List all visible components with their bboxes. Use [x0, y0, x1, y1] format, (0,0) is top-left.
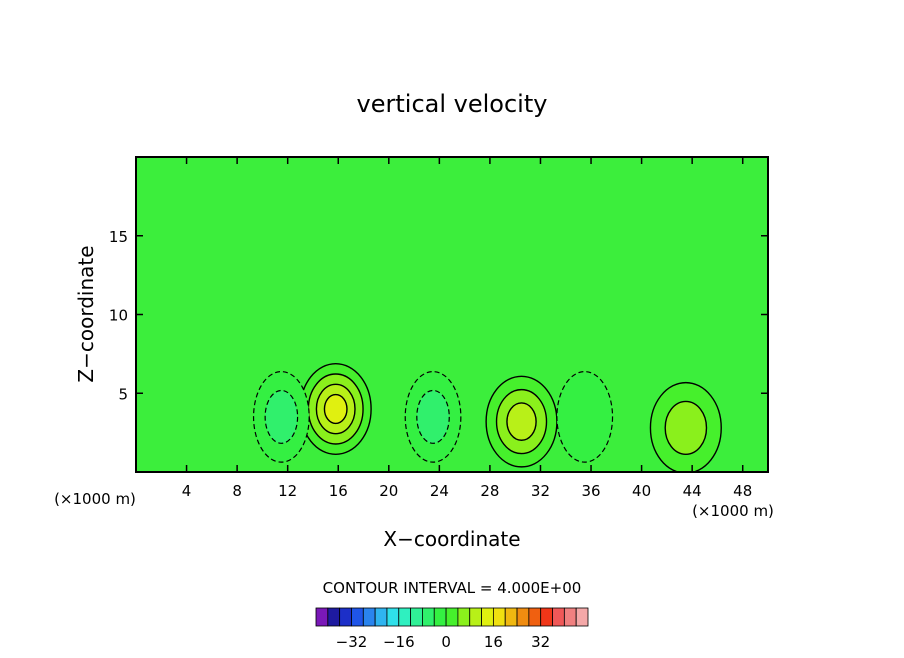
colorbar-swatch: [528, 607, 542, 627]
colorbar-swatch: [492, 607, 506, 627]
colorbar-swatch: [563, 607, 577, 627]
colorbar-swatch: [339, 607, 352, 627]
colorbar-tick-label: 0: [441, 633, 451, 651]
colorbar-swatch: [374, 607, 388, 627]
colorbar-swatch: [386, 607, 400, 627]
x-tick-label: 32: [531, 482, 550, 500]
y-axis-label: Z−coordinate: [74, 245, 98, 382]
colorbar-swatch: [540, 607, 553, 627]
downdraft-5: [404, 370, 462, 463]
colorbar-swatch: [410, 607, 423, 627]
plot-area: [135, 156, 769, 473]
y-tick-label: 5: [118, 385, 128, 403]
colorbar-tick-label: −16: [383, 633, 415, 651]
x-tick-label: 24: [430, 482, 449, 500]
x-tick-label: 36: [581, 482, 600, 500]
colorbar-swatch: [481, 607, 494, 627]
downdraft-contour: [416, 389, 450, 444]
x-tick-label: 44: [683, 482, 702, 500]
updraft-2: [485, 375, 558, 468]
colorbar-swatch: [362, 607, 376, 627]
x-unit-left: (×1000 m): [54, 490, 136, 508]
colorbar-tick-label: −32: [336, 633, 368, 651]
colorbar-ticks: −32 −16 0 16 32: [336, 633, 551, 651]
colorbar-tick-label: 32: [531, 633, 550, 651]
y-tick-label: 15: [109, 228, 128, 246]
colorbar-swatch: [433, 607, 447, 627]
colorbar-tick-label: 16: [484, 633, 503, 651]
updraft-3: [649, 381, 722, 472]
downdraft-6: [556, 370, 614, 463]
y-axis: 5 10 15: [109, 228, 768, 403]
colorbar-swatch: [516, 607, 530, 627]
y-tick-label: 10: [109, 307, 128, 325]
downdraft-contour: [556, 370, 614, 463]
colorbar-swatch: [575, 607, 589, 627]
chart-title: vertical velocity: [357, 90, 548, 118]
colorbar-swatch: [351, 607, 364, 627]
colorbar-swatch: [504, 607, 518, 627]
x-axis: 4 8 12 16 20 24 28 32 36 40 44 48: [182, 157, 752, 500]
x-axis-label: X−coordinate: [383, 527, 520, 551]
updraft-contour: [323, 393, 348, 425]
x-tick-label: 48: [733, 482, 752, 500]
x-unit-right: (×1000 m): [692, 502, 774, 520]
x-tick-label: 16: [329, 482, 348, 500]
colorbar-swatch: [469, 607, 482, 627]
updraft-1: [299, 363, 372, 455]
x-tick-label: 12: [278, 482, 297, 500]
colorbar-swatch: [315, 607, 329, 627]
colorbar-swatch: [457, 607, 471, 627]
downdraft-4: [252, 370, 310, 463]
x-tick-label: 40: [632, 482, 651, 500]
colorbar-swatch: [552, 607, 565, 627]
updraft-contour: [664, 400, 708, 456]
x-tick-label: 28: [480, 482, 499, 500]
x-tick-label: 20: [379, 482, 398, 500]
colorbar-swatch: [445, 607, 459, 627]
colorbar-swatch: [422, 607, 435, 627]
x-tick-label: 8: [232, 482, 242, 500]
colorbar-swatch: [327, 607, 341, 627]
x-tick-label: 4: [182, 482, 192, 500]
updraft-contour: [506, 402, 537, 441]
colorbar-swatch: [398, 607, 412, 627]
downdraft-contour: [264, 389, 299, 444]
contour-interval-label: CONTOUR INTERVAL = 4.000E+00: [323, 579, 582, 597]
colorbar: [315, 607, 589, 627]
